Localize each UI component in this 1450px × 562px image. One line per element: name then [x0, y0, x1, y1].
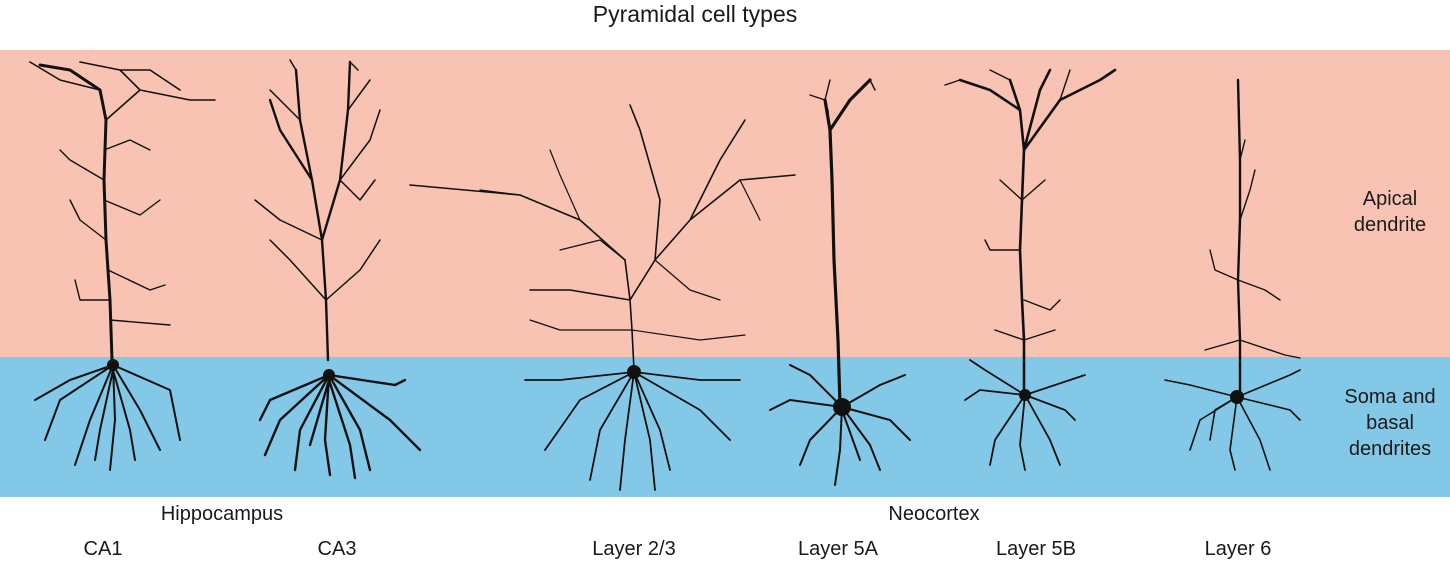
layer-5b-neuron [944, 68, 1117, 471]
layer-6-neuron [1164, 78, 1301, 471]
soma-basal-label: Soma and basal dendrites [1344, 386, 1436, 460]
cell-label-ca1: CA1 [83, 538, 123, 560]
ca3-neuron [254, 59, 422, 480]
layer-5a-neuron [769, 78, 911, 486]
region-neocortex: Neocortex [888, 503, 980, 525]
cell-label-layer-5b: Layer 5B [995, 538, 1077, 560]
cell-label-layer-5a: Layer 5A [797, 538, 879, 560]
figure-title: Pyramidal cell types [592, 1, 798, 27]
ca1-neuron [29, 61, 216, 471]
cell-label-layer-6: Layer 6 [1204, 538, 1272, 560]
cell-label-layer-2-3: Layer 2/3 [592, 538, 676, 560]
apical-dendrite-label: Apical dendrite [1353, 188, 1427, 236]
layer-2-3-neuron [409, 104, 796, 491]
region-hippocampus: Hippocampus [160, 503, 284, 525]
apical-dendrite-band [0, 50, 1450, 357]
cell-label-ca3: CA3 [317, 538, 357, 560]
